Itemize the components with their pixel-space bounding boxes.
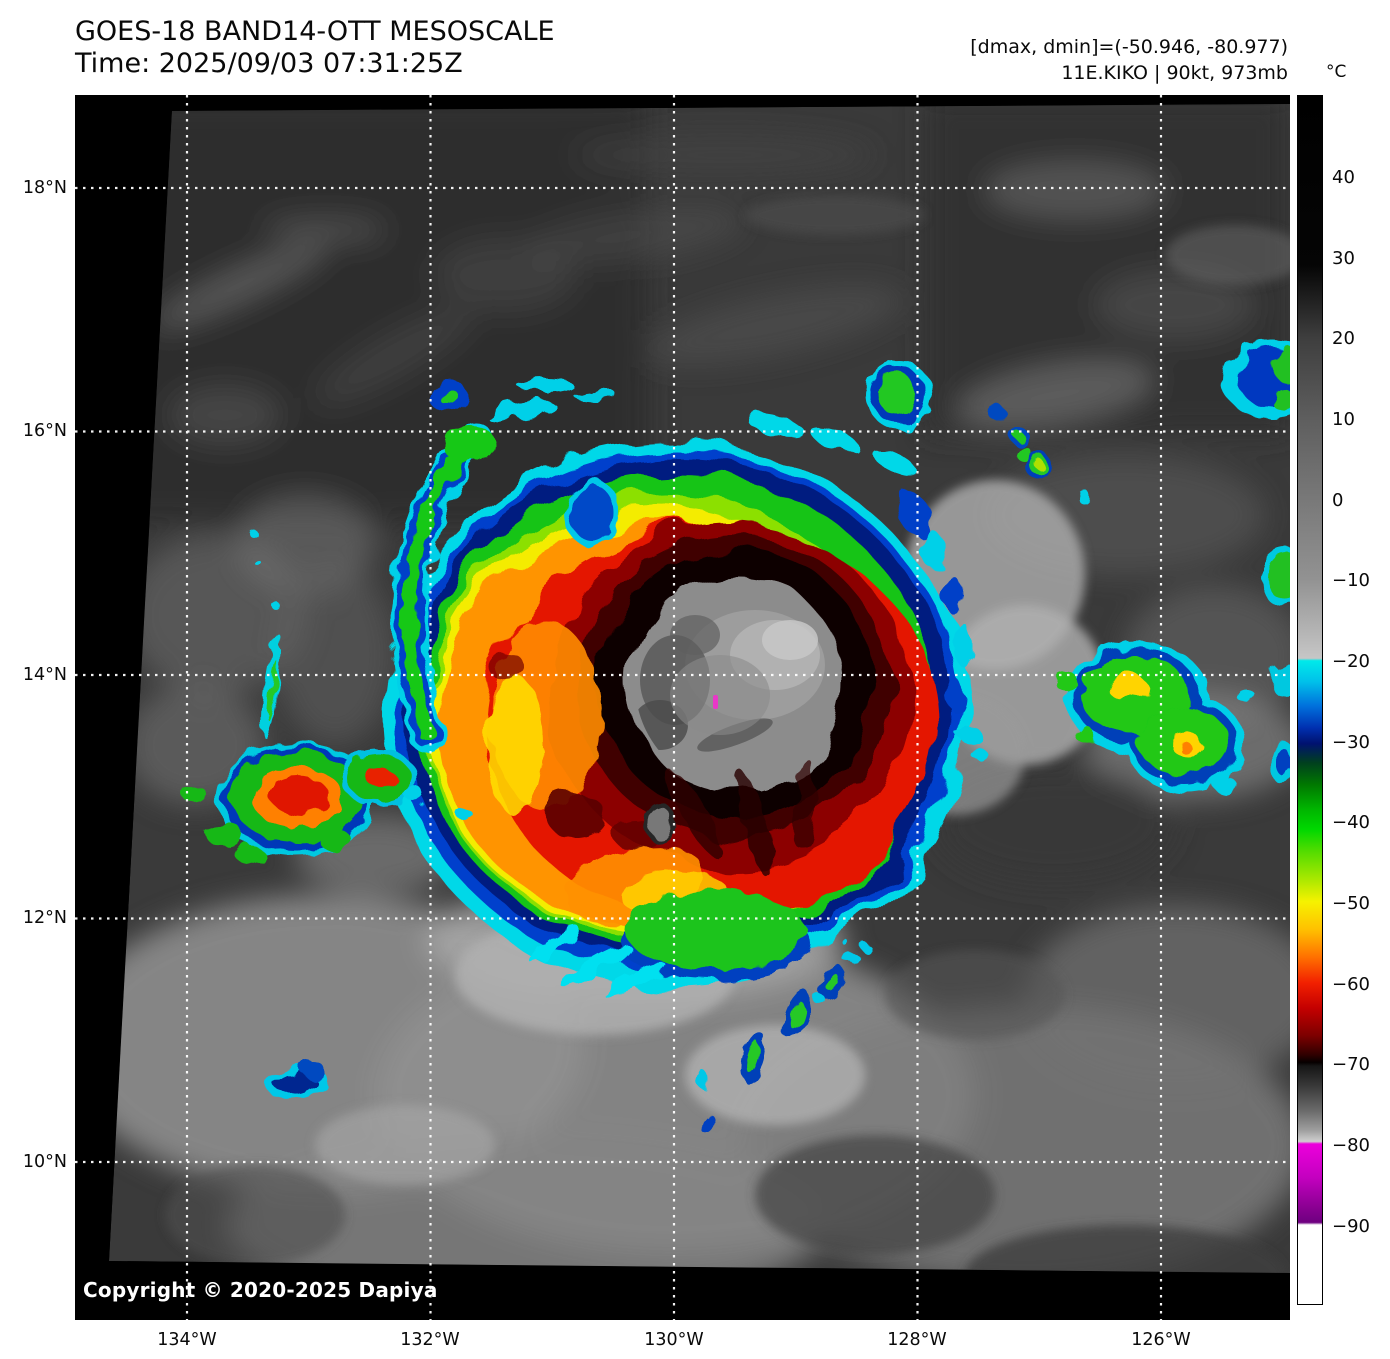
storm-info-annotation: 11E.KIKO | 90kt, 973mb xyxy=(1061,62,1288,84)
colorbar-tick: 0 xyxy=(1332,490,1344,511)
timestamp: Time: 2025/09/03 07:31:25Z xyxy=(75,48,463,79)
dmax-dmin-annotation: [dmax, dmin]=(-50.946, -80.977) xyxy=(970,36,1288,58)
page-title: GOES-18 BAND14-OTT MESOSCALE xyxy=(75,16,555,47)
lat-label: 16°N xyxy=(22,421,67,441)
colorbar-tick: 30 xyxy=(1332,248,1355,269)
colorbar-tick: −60 xyxy=(1332,974,1370,995)
colorbar-unit-label: °C xyxy=(1326,62,1347,82)
satellite-image xyxy=(75,95,1290,1320)
coldest-pixel-marker xyxy=(713,695,718,709)
colorbar-tick: −20 xyxy=(1332,651,1370,672)
gridlines xyxy=(75,95,1290,1320)
colorbar-tick: 40 xyxy=(1332,167,1355,188)
lon-label: 134°W xyxy=(157,1330,217,1350)
lon-label: 128°W xyxy=(887,1330,947,1350)
annotation-block: [dmax, dmin]=(-50.946, -80.977) 11E.KIKO… xyxy=(970,34,1288,86)
colorbar-tick: −70 xyxy=(1332,1054,1370,1075)
colorbar-tick: −90 xyxy=(1332,1216,1370,1237)
colorbar-tick: −80 xyxy=(1332,1135,1370,1156)
lon-label: 126°W xyxy=(1131,1330,1191,1350)
colorbar-tick: −30 xyxy=(1332,732,1370,753)
lat-label: 10°N xyxy=(22,1152,67,1172)
colorbar-tick: 10 xyxy=(1332,409,1355,430)
rainbands xyxy=(183,340,1290,1133)
lat-label: 12°N xyxy=(22,908,67,928)
header-block: GOES-18 BAND14-OTT MESOSCALE Time: 2025/… xyxy=(75,16,555,80)
lon-label: 132°W xyxy=(400,1330,460,1350)
lat-label: 18°N xyxy=(22,178,67,198)
colorbar-tick: −40 xyxy=(1332,812,1370,833)
colorbar-tick: 20 xyxy=(1332,328,1355,349)
colorbar-tick: −10 xyxy=(1332,570,1370,591)
temperature-colorbar xyxy=(1297,95,1323,1305)
lat-label: 14°N xyxy=(22,665,67,685)
copyright-text: Copyright © 2020-2025 Dapiya xyxy=(83,1278,438,1302)
colorbar-tick: −50 xyxy=(1332,893,1370,914)
lon-label: 130°W xyxy=(644,1330,704,1350)
